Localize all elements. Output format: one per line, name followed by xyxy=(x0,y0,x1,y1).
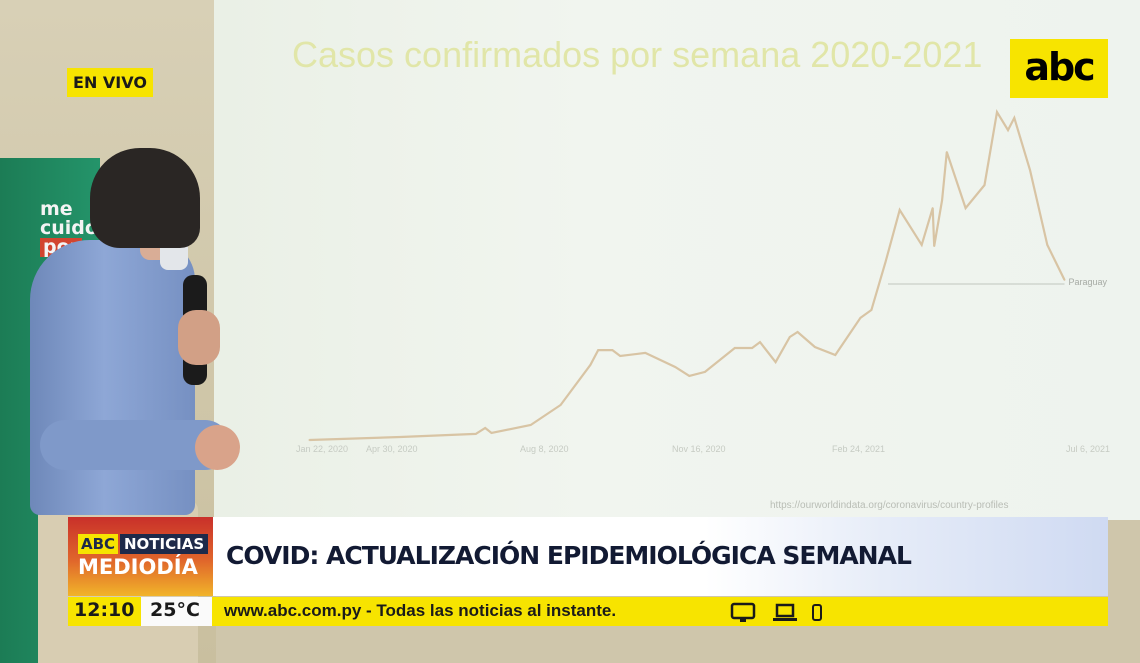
data-point xyxy=(931,207,934,209)
data-point xyxy=(399,436,402,438)
data-point xyxy=(611,349,614,351)
data-point xyxy=(688,375,691,377)
headline-bar xyxy=(213,517,1108,596)
presenter-shirt xyxy=(30,240,195,515)
program-name: MEDIODÍA xyxy=(78,555,198,579)
temperature: 25°C xyxy=(150,599,200,621)
data-point xyxy=(589,364,592,366)
slide-source-url: https://ourworldindata.org/coronavirus/c… xyxy=(770,500,1009,511)
data-point xyxy=(884,261,887,263)
laptop-icon xyxy=(773,603,797,621)
x-tick-label: Nov 16, 2020 xyxy=(672,444,726,454)
data-point xyxy=(996,111,998,113)
headline: COVID: ACTUALIZACIÓN EPIDEMIOLÓGICA SEMA… xyxy=(226,541,912,570)
data-point xyxy=(1029,169,1031,171)
data-point xyxy=(796,331,799,333)
program-tag-noticias: NOTICIAS xyxy=(120,534,209,554)
x-tick-label: Aug 8, 2020 xyxy=(520,444,569,454)
data-point xyxy=(559,404,562,406)
phone-icon xyxy=(812,604,822,621)
channel-logo: abc xyxy=(1010,39,1108,98)
presenter-hand-holding-mic xyxy=(178,310,220,365)
data-point xyxy=(1046,244,1049,246)
data-point xyxy=(674,366,677,368)
x-tick-label: Feb 24, 2021 xyxy=(832,444,885,454)
data-point xyxy=(704,371,706,373)
data-point xyxy=(1063,279,1066,281)
presenter-hair xyxy=(90,148,200,248)
data-point xyxy=(490,432,493,434)
data-point xyxy=(933,245,936,247)
data-point xyxy=(834,354,837,356)
banner-word: cuido xyxy=(40,217,98,239)
ticker-bar xyxy=(68,597,1108,626)
banner-word: me xyxy=(40,198,73,220)
data-point xyxy=(529,424,532,426)
ticker-text: www.abc.com.py - Todas las noticias al i… xyxy=(224,601,617,620)
data-point xyxy=(1007,129,1009,132)
series-label: Paraguay xyxy=(1069,277,1108,287)
data-point xyxy=(788,336,791,338)
data-point xyxy=(941,199,943,201)
tv-icon xyxy=(730,602,756,622)
data-point xyxy=(964,207,967,209)
presenter-hand xyxy=(195,425,240,470)
data-point xyxy=(774,361,777,363)
slide-title: Casos confirmados por semana 2020-2021 xyxy=(292,34,983,75)
x-tick-label: Apr 30, 2020 xyxy=(366,444,418,454)
data-point xyxy=(870,309,873,311)
data-point xyxy=(759,341,761,343)
data-point xyxy=(898,209,901,211)
x-tick-label: Jan 22, 2020 xyxy=(296,444,348,454)
data-point xyxy=(920,244,923,246)
live-badge: EN VIVO xyxy=(67,68,153,97)
program-brand-box xyxy=(68,517,213,596)
data-point xyxy=(597,349,600,351)
data-point xyxy=(308,439,311,441)
data-point xyxy=(1013,117,1016,119)
data-point xyxy=(644,352,647,354)
data-point xyxy=(859,317,862,319)
data-point xyxy=(619,355,622,357)
data-point xyxy=(751,347,753,349)
clock: 12:10 xyxy=(74,599,135,621)
data-point xyxy=(983,184,986,186)
data-point xyxy=(484,427,487,429)
data-point xyxy=(733,347,736,349)
series-line-paraguay xyxy=(309,109,1066,442)
temperature-box xyxy=(141,597,212,626)
projection-screen xyxy=(214,0,1140,520)
data-point xyxy=(814,346,816,348)
data-point xyxy=(945,151,948,153)
data-point xyxy=(474,433,477,435)
program-tag-abc: ABC xyxy=(78,534,119,554)
x-tick-label: Jul 6, 2021 xyxy=(1066,444,1110,454)
